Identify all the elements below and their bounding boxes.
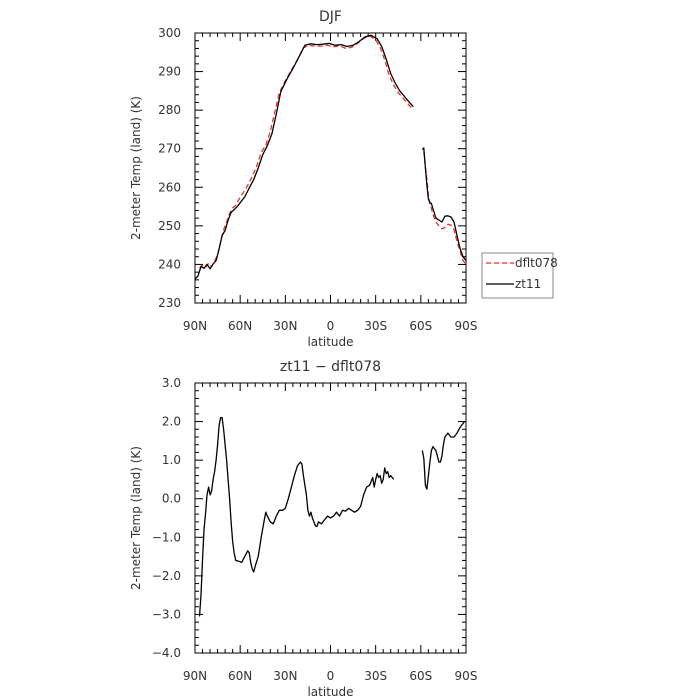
chart-1-x-tick-label: 60N [228,319,252,333]
chart-1-x-tick-label: 30S [364,319,387,333]
chart-1-legend-label-dflt078: dflt078 [515,256,558,270]
chart-2-x-axis-label: latitude [307,685,353,699]
chart-1-y-tick-label: 270 [158,142,181,156]
chart-1-y-tick-label: 260 [158,180,181,194]
chart-2-x-tick-label: 60S [409,669,432,683]
chart-2-y-tick-label: −3.0 [152,607,181,621]
chart-1-y-tick-label: 230 [158,296,181,310]
chart-1-y-axis-label: 2-meter Temp (land) (K) [129,96,143,240]
chart-2-series-difference-segment-1 [198,417,395,617]
chart-2-y-tick-label: −4.0 [152,646,181,660]
chart-2-y-axis-label: 2-meter Temp (land) (K) [129,446,143,590]
chart-1-series-zt11-segment-2 [421,147,467,261]
chart-1-x-tick-label: 60S [409,319,432,333]
chart-2-x-tick-label: 60N [228,669,252,683]
chart-1-title: DJF [319,9,342,25]
chart-1-x-tick-label: 30N [273,319,297,333]
chart-2-y-tick-label: 0.0 [162,492,181,506]
chart-1-y-tick-label: 300 [158,26,181,40]
chart-2-series-difference-segment-2 [421,421,466,490]
chart-2-title: zt11 − dflt078 [280,359,381,375]
chart-1-x-tick-label: 90N [183,319,207,333]
chart-1-series-dflt078-segment-1 [199,35,413,269]
chart-1-y-tick-label: 240 [158,257,181,271]
chart-2-x-tick-label: 90S [455,669,478,683]
chart-1-y-tick-label: 280 [158,103,181,117]
chart-1-x-tick-label: 0 [327,319,335,333]
chart-1-legend-box [481,252,554,299]
chart-1-x-axis-label: latitude [307,335,353,349]
chart-2-y-tick-label: −2.0 [152,569,181,583]
chart-2-y-tick-label: −1.0 [152,530,181,544]
chart-1-x-tick-label: 90S [455,319,478,333]
chart-2-x-tick-label: 90N [183,669,207,683]
chart-1-legend-label-zt11: zt11 [515,277,541,291]
chart-2-y-tick-label: 1.0 [162,453,181,467]
chart-2-x-tick-label: 30N [273,669,297,683]
chart-2-y-tick-label: 3.0 [162,376,181,390]
chart-2-x-tick-label: 30S [364,669,387,683]
chart-2-y-tick-label: 2.0 [162,415,181,429]
chart-1-series-zt11-segment-1 [194,34,414,280]
chart-2-x-tick-label: 0 [327,669,335,683]
chart-1-y-tick-label: 290 [158,65,181,79]
chart-1-y-tick-label: 250 [158,219,181,233]
